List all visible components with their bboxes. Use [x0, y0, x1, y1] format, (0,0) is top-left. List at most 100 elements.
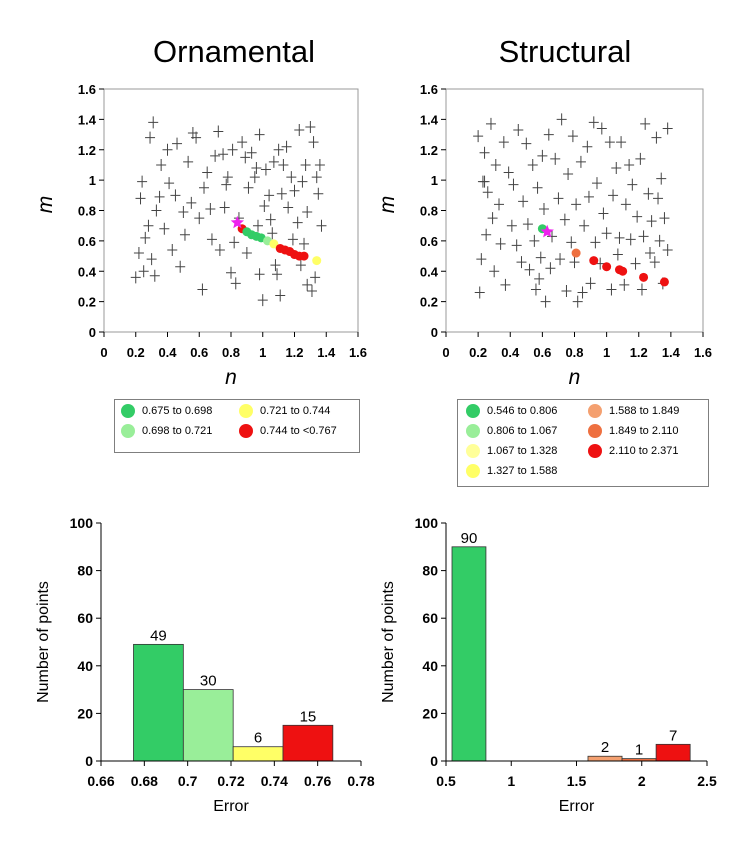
best-fit-star	[230, 215, 244, 229]
bar-value-label: 2	[601, 739, 609, 756]
ornamental-scatter-x-tick-label: 0	[100, 345, 107, 360]
sample-point-marker	[495, 237, 506, 250]
legend-swatch	[121, 404, 135, 418]
structural-scatter-x-tick-label: 1.4	[662, 345, 681, 360]
sample-point-marker	[590, 236, 601, 249]
ornamental-histogram-x-tick-label: 0.7	[178, 773, 198, 789]
sample-point-marker	[273, 143, 284, 156]
sample-point-marker	[243, 181, 254, 194]
sample-point-marker	[518, 195, 529, 208]
ornamental-histogram-y-tick-label: 20	[77, 705, 93, 721]
sample-point-marker	[604, 136, 615, 149]
sample-point-marker	[148, 116, 159, 129]
sample-point-marker	[625, 233, 636, 246]
structural-histogram-y-tick-label: 60	[422, 610, 438, 626]
sample-point-marker	[260, 163, 271, 176]
sample-point-marker	[591, 177, 602, 190]
sample-point-marker	[210, 149, 221, 162]
sample-point-marker	[577, 286, 588, 299]
sample-point-marker	[292, 216, 303, 229]
sample-point-marker	[547, 230, 558, 243]
legend-label: 1.067 to 1.328	[487, 445, 558, 457]
sample-point-marker	[149, 269, 160, 282]
sample-point-marker	[653, 192, 664, 205]
structural-histogram-x-tick-label: 2.5	[697, 773, 717, 789]
ornamental-scatter-x-axis-label: n	[225, 366, 237, 389]
structural-histogram-y-tick-label: 80	[422, 563, 438, 579]
sample-point-marker	[289, 184, 300, 197]
highlighted-point	[299, 251, 309, 261]
legend-item: 0.675 to 0.698	[121, 404, 212, 418]
legend-swatch	[466, 444, 480, 458]
sample-point-marker	[572, 295, 583, 308]
histogram-bar	[655, 743, 691, 762]
sample-point-marker	[616, 136, 627, 149]
sample-point-marker	[482, 186, 493, 199]
sample-point-marker	[191, 131, 202, 144]
sample-point-marker	[314, 158, 325, 171]
sample-point-marker	[649, 256, 660, 269]
ornamental-scatter-y-tick-label: 0.8	[78, 204, 96, 219]
structural-scatter-y-tick-label: 1.6	[420, 82, 438, 97]
highlighted-point	[589, 256, 599, 266]
ornamental-histogram-y-tick-label: 60	[77, 610, 93, 626]
histogram-bar	[133, 643, 184, 762]
legend-label: 1.849 to 2.110	[609, 425, 679, 437]
ornamental-title: Ornamental	[153, 34, 315, 69]
structural-scatter-x-tick-label: 0.4	[501, 345, 520, 360]
sample-point-marker	[197, 283, 208, 296]
sample-point-marker	[183, 155, 194, 168]
sample-point-marker	[202, 166, 213, 179]
sample-point-marker	[579, 219, 590, 232]
sample-point-marker	[133, 247, 144, 260]
highlighted-point	[602, 262, 612, 272]
sample-point-marker	[265, 213, 276, 226]
structural-histogram-y-tick-label: 40	[422, 658, 438, 674]
legend-item: 0.744 to <0.767	[239, 424, 337, 438]
ornamental-scatter-x-tick-label: 0.6	[190, 345, 208, 360]
sample-point-marker	[494, 198, 505, 211]
legend-item: 1.067 to 1.328	[466, 444, 557, 458]
legend-label: 0.806 to 1.067	[487, 425, 558, 437]
sample-point-marker	[206, 233, 217, 246]
sample-point-marker	[178, 206, 189, 219]
sample-point-marker	[654, 234, 665, 247]
ornamental-histogram-x-tick-label: 0.66	[87, 773, 114, 789]
sample-point-marker	[170, 189, 181, 202]
sample-point-marker	[644, 247, 655, 260]
sample-point-marker	[608, 189, 619, 202]
sample-point-marker	[287, 233, 298, 246]
structural-histogram: 90 2 1 7 0.5 1 1.5 2 2.5 0 20 40 60 80 100 Error Number …	[380, 515, 717, 815]
sample-point-marker	[194, 212, 205, 225]
ornamental-histogram-x-tick-label: 0.72	[217, 773, 244, 789]
sample-point-marker	[662, 243, 673, 256]
ornamental-scatter-x-tick-label: 1	[259, 345, 266, 360]
bar-value-label: 7	[669, 727, 677, 744]
ornamental-scatter-x-tick-label: 1.4	[317, 345, 336, 360]
sample-point-marker	[297, 175, 308, 188]
sample-point-marker	[561, 284, 572, 297]
sample-point-marker	[308, 136, 319, 149]
sample-point-marker	[213, 125, 224, 138]
structural-histogram-x-tick-label: 0.5	[436, 773, 456, 789]
sample-point-marker	[559, 213, 570, 226]
sample-point-marker	[503, 166, 514, 179]
highlighted-point	[639, 272, 649, 282]
structural-histogram-y-tick-label: 0	[430, 753, 438, 769]
sample-point-marker	[508, 178, 519, 191]
ornamental-scatter-x-tick-label: 1.2	[285, 345, 303, 360]
bar-value-label: 30	[200, 673, 217, 690]
sample-point-marker	[569, 256, 580, 269]
sample-point-marker	[611, 161, 622, 174]
structural-scatter-y-tick-label: 1.2	[420, 143, 438, 158]
sample-point-marker	[550, 152, 561, 165]
sample-point-marker	[179, 228, 190, 241]
structural-scatter-x-axis-label: n	[569, 366, 581, 389]
sample-point-marker	[135, 192, 146, 205]
ornamental-scatter-y-tick-label: 0.2	[78, 295, 96, 310]
structural-scatter: 0 0.2 0.4 0.6 0.8 1 1.2 1.4 1.6 0 0.2 0.4 0.6 0.8 1 1.2…	[376, 82, 712, 389]
legend-item: 0.806 to 1.067	[466, 424, 557, 438]
sample-point-marker	[227, 143, 238, 156]
histogram-bar	[232, 746, 284, 762]
